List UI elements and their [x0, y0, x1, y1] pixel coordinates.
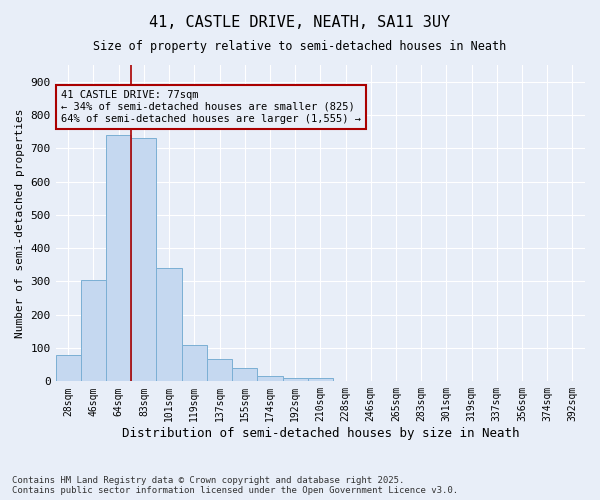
Bar	[207, 358, 232, 382]
Bar	[81, 280, 106, 382]
Bar	[257, 376, 283, 382]
Text: Contains HM Land Registry data © Crown copyright and database right 2025.
Contai: Contains HM Land Registry data © Crown c…	[12, 476, 458, 495]
Y-axis label: Number of semi-detached properties: Number of semi-detached properties	[15, 108, 25, 338]
Text: 41 CASTLE DRIVE: 77sqm
← 34% of semi-detached houses are smaller (825)
64% of se: 41 CASTLE DRIVE: 77sqm ← 34% of semi-det…	[61, 90, 361, 124]
Bar	[106, 135, 131, 382]
Text: 41, CASTLE DRIVE, NEATH, SA11 3UY: 41, CASTLE DRIVE, NEATH, SA11 3UY	[149, 15, 451, 30]
Bar	[157, 268, 182, 382]
Bar	[232, 368, 257, 382]
Text: Size of property relative to semi-detached houses in Neath: Size of property relative to semi-detach…	[94, 40, 506, 53]
Bar	[131, 138, 157, 382]
X-axis label: Distribution of semi-detached houses by size in Neath: Distribution of semi-detached houses by …	[122, 427, 519, 440]
Bar	[308, 378, 333, 382]
Bar	[283, 378, 308, 382]
Bar	[56, 354, 81, 382]
Bar	[182, 346, 207, 382]
